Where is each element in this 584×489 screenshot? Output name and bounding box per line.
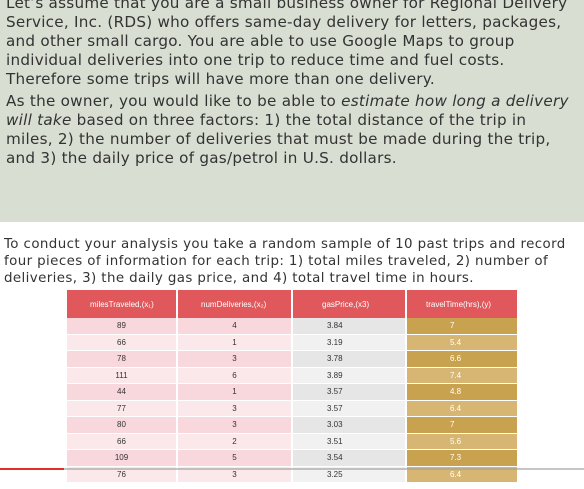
goal-paragraph: As the owner, you would like to be able … bbox=[6, 92, 574, 168]
table-row: 111 6 3.89 7.4 bbox=[67, 367, 517, 384]
video-progress-fill bbox=[0, 468, 65, 470]
table-row: 66 2 3.51 5.6 bbox=[67, 433, 517, 450]
travel-time-cell: 6.6 bbox=[407, 351, 517, 368]
miles-traveled-cell: 66 bbox=[67, 334, 178, 351]
travel-time-cell: 5.6 bbox=[407, 433, 517, 450]
analysis-section: To conduct your analysis you take a rand… bbox=[0, 232, 584, 489]
gas-price-cell: 3.57 bbox=[293, 384, 407, 401]
goal-text-end: based on three factors: 1) the total dis… bbox=[6, 111, 551, 167]
table-row: 80 3 3.03 7 bbox=[67, 417, 517, 434]
intro-paragraph: Let’s assume that you are a small busine… bbox=[6, 0, 568, 88]
table-row: 89 4 3.84 7 bbox=[67, 318, 517, 335]
travel-time-cell: 6.4 bbox=[407, 466, 517, 483]
header-miles-traveled: milesTraveled,(x₁) bbox=[67, 290, 178, 318]
table-row: 109 5 3.54 7.3 bbox=[67, 450, 517, 467]
num-deliveries-cell: 3 bbox=[178, 400, 293, 417]
table-row: 76 3 3.25 6.4 bbox=[67, 466, 517, 483]
goal-emphasis: estimate how long a delivery will take bbox=[6, 92, 569, 129]
header-gas-price: gasPrice,(x3) bbox=[293, 290, 407, 318]
gas-price-cell: 3.25 bbox=[293, 466, 407, 483]
video-progress-bar[interactable] bbox=[0, 468, 584, 470]
gas-price-cell: 3.89 bbox=[293, 367, 407, 384]
miles-traveled-cell: 66 bbox=[67, 433, 178, 450]
goal-text-start: As the owner, you would like to be able … bbox=[6, 92, 342, 110]
miles-traveled-cell: 89 bbox=[67, 318, 178, 335]
gas-price-cell: 3.19 bbox=[293, 334, 407, 351]
table-row: 66 1 3.19 5.4 bbox=[67, 334, 517, 351]
table-row: 44 1 3.57 4.8 bbox=[67, 384, 517, 401]
table-body: 89 4 3.84 7 66 1 3.19 5.4 78 3 3.78 6.6 111 6 3.89 7.4 4… bbox=[67, 318, 517, 483]
table-row: 78 3 3.78 6.6 bbox=[67, 351, 517, 368]
gas-price-cell: 3.84 bbox=[293, 318, 407, 335]
num-deliveries-cell: 3 bbox=[178, 466, 293, 483]
travel-time-cell: 7.4 bbox=[407, 367, 517, 384]
header-travel-time: travelTime(hrs),(y) bbox=[407, 290, 517, 318]
header-num-deliveries: numDeliveries,(x₂) bbox=[178, 290, 293, 318]
miles-traveled-cell: 44 bbox=[67, 384, 178, 401]
num-deliveries-cell: 3 bbox=[178, 351, 293, 368]
travel-time-cell: 6.4 bbox=[407, 400, 517, 417]
travel-time-cell: 5.4 bbox=[407, 334, 517, 351]
num-deliveries-cell: 2 bbox=[178, 433, 293, 450]
table-header-row: milesTraveled,(x₁) numDeliveries,(x₂) ga… bbox=[67, 290, 517, 318]
miles-traveled-cell: 80 bbox=[67, 417, 178, 434]
miles-traveled-cell: 77 bbox=[67, 400, 178, 417]
miles-traveled-cell: 76 bbox=[67, 466, 178, 483]
table-row: 77 3 3.57 6.4 bbox=[67, 400, 517, 417]
problem-statement-panel: Let’s assume that you are a small busine… bbox=[0, 0, 584, 222]
num-deliveries-cell: 1 bbox=[178, 384, 293, 401]
gas-price-cell: 3.54 bbox=[293, 450, 407, 467]
analysis-paragraph: To conduct your analysis you take a rand… bbox=[4, 237, 566, 286]
travel-time-cell: 7.3 bbox=[407, 450, 517, 467]
trip-data-table: milesTraveled,(x₁) numDeliveries,(x₂) ga… bbox=[67, 290, 517, 483]
num-deliveries-cell: 5 bbox=[178, 450, 293, 467]
num-deliveries-cell: 1 bbox=[178, 334, 293, 351]
num-deliveries-cell: 6 bbox=[178, 367, 293, 384]
travel-time-cell: 7 bbox=[407, 417, 517, 434]
miles-traveled-cell: 109 bbox=[67, 450, 178, 467]
gas-price-cell: 3.57 bbox=[293, 400, 407, 417]
gas-price-cell: 3.03 bbox=[293, 417, 407, 434]
travel-time-cell: 7 bbox=[407, 318, 517, 335]
num-deliveries-cell: 4 bbox=[178, 318, 293, 335]
travel-time-cell: 4.8 bbox=[407, 384, 517, 401]
num-deliveries-cell: 3 bbox=[178, 417, 293, 434]
miles-traveled-cell: 78 bbox=[67, 351, 178, 368]
gas-price-cell: 3.78 bbox=[293, 351, 407, 368]
gas-price-cell: 3.51 bbox=[293, 433, 407, 450]
miles-traveled-cell: 111 bbox=[67, 367, 178, 384]
